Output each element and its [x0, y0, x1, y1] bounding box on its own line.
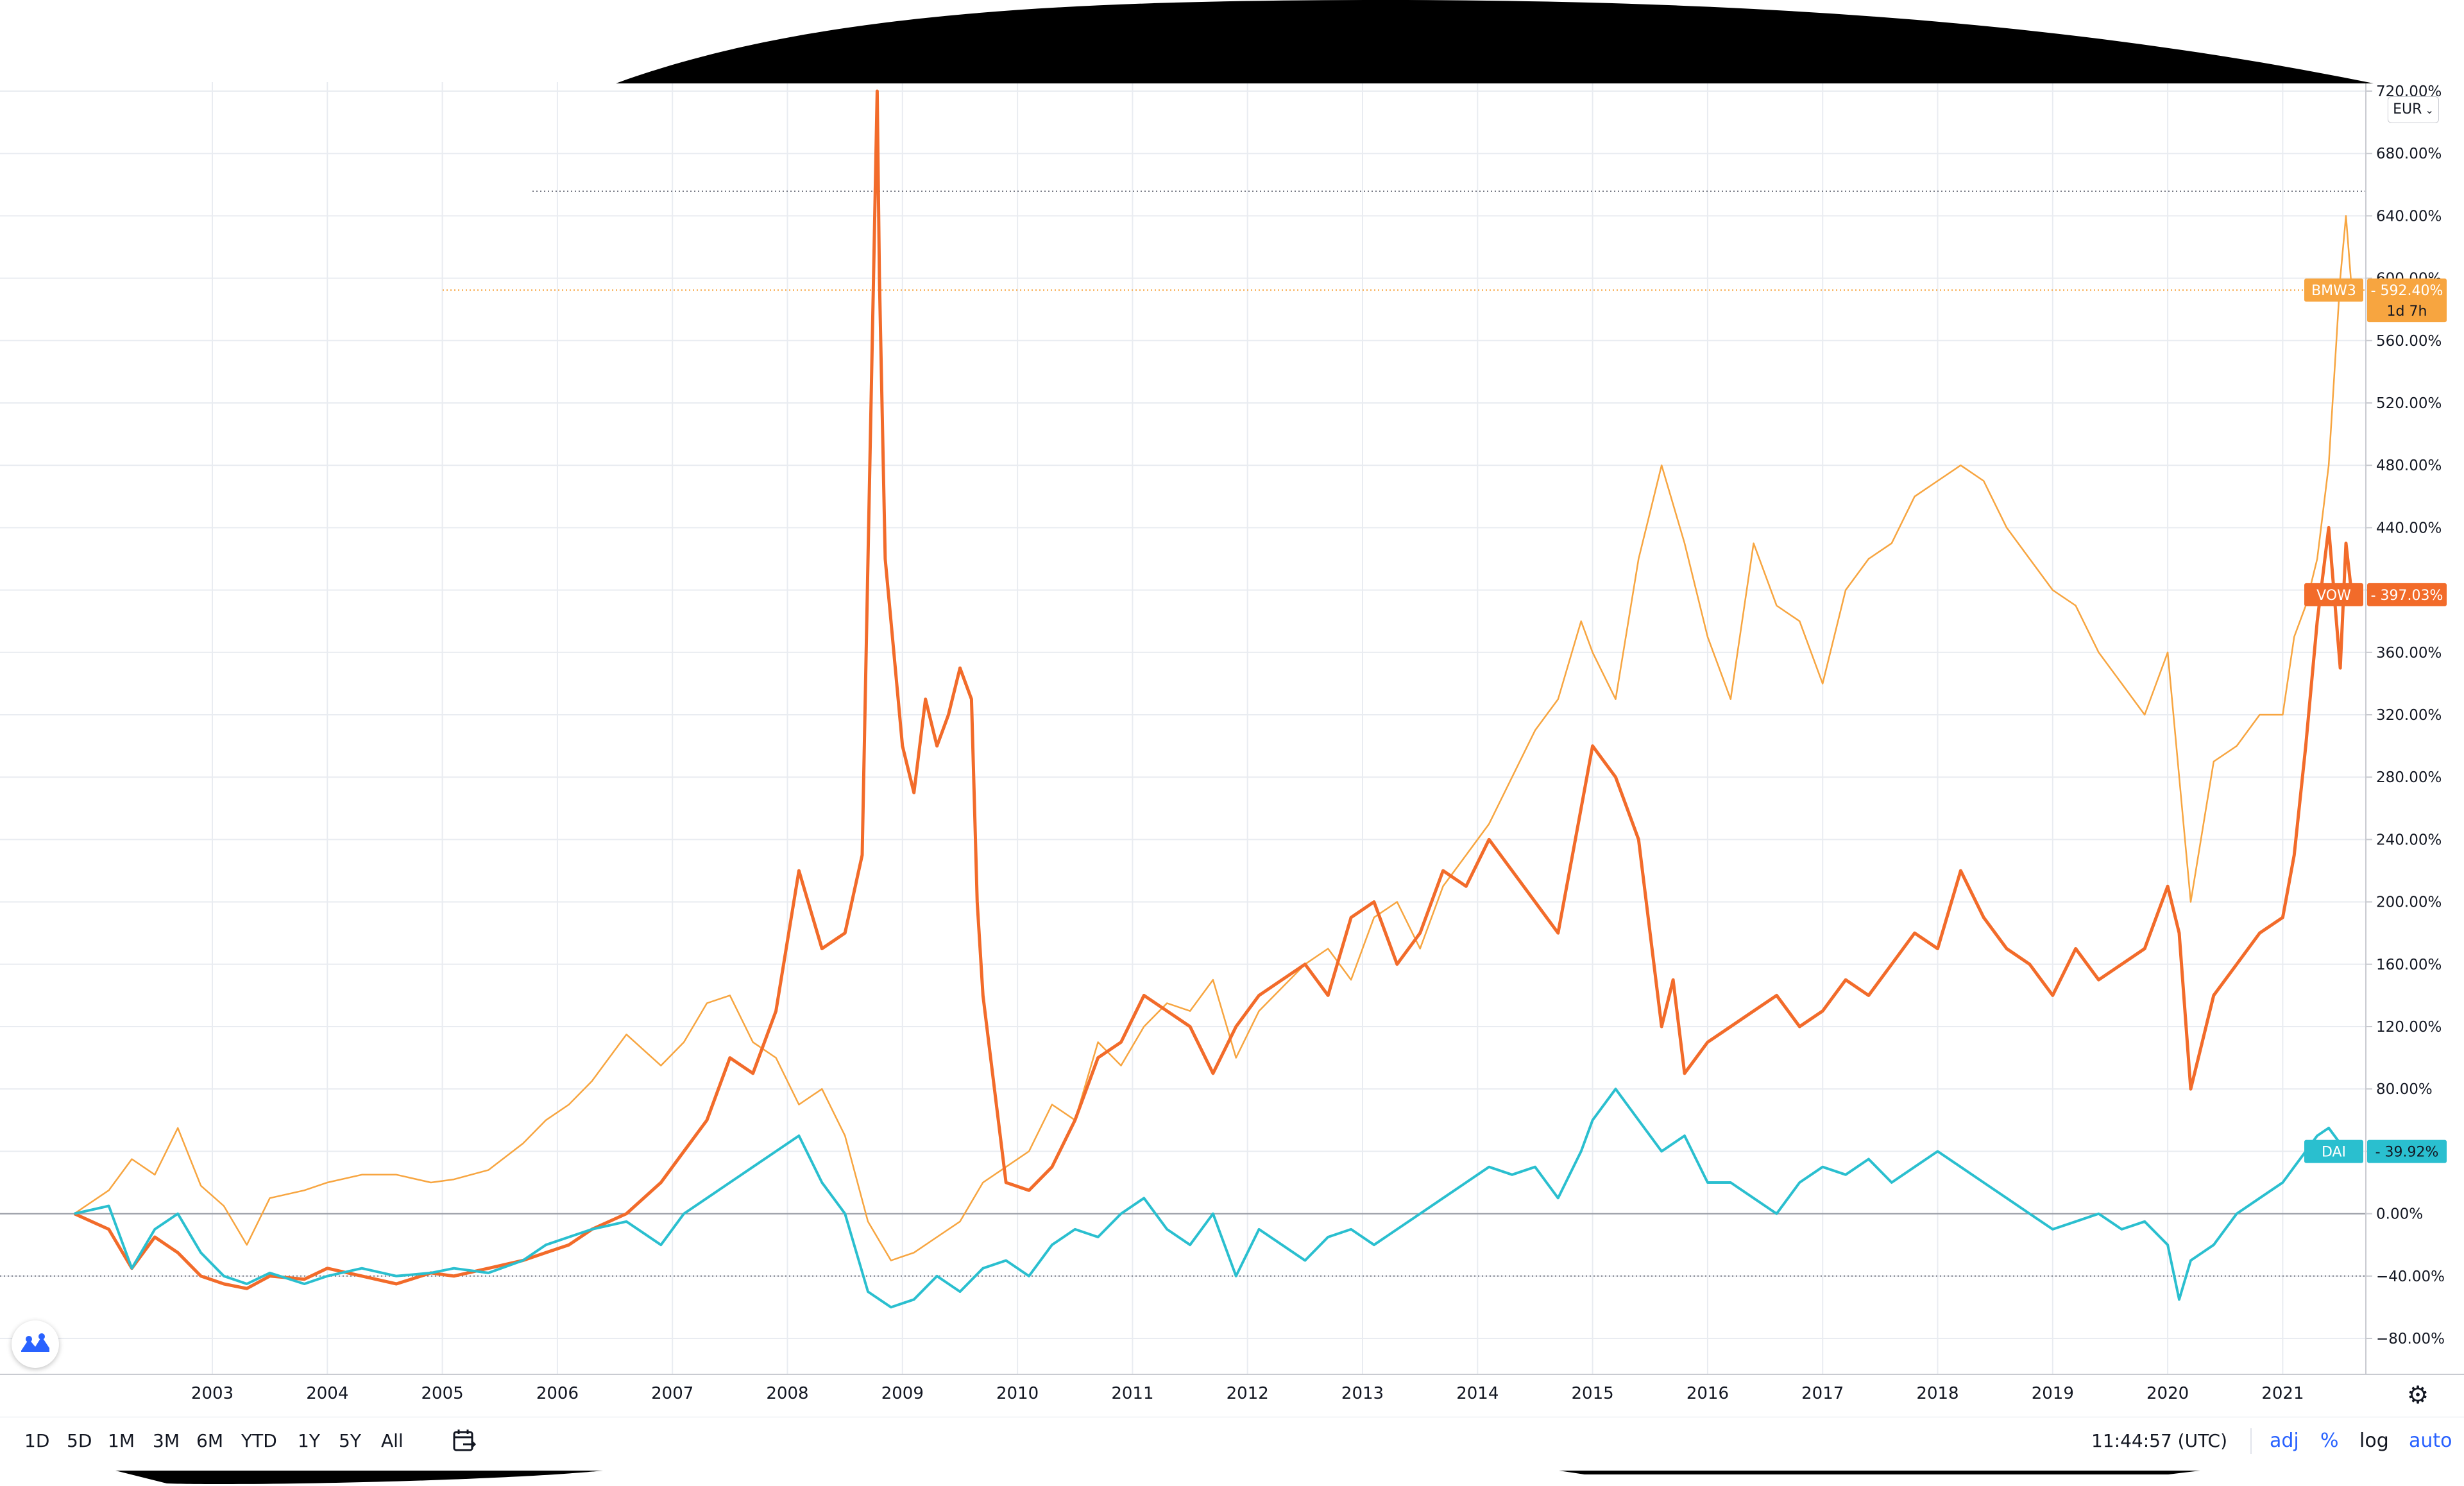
- last-value-tags: BMW3 - 592.40% 1d 7h VOW - 397.03% DAI - 39.92…: [2304, 278, 2447, 1163]
- gear-icon: ⚙: [2406, 1381, 2429, 1409]
- bottom-toolbar: [0, 1417, 2464, 1469]
- range-button-5y[interactable]: 5Y: [339, 1430, 361, 1451]
- x-tick-label: 2004: [306, 1384, 348, 1403]
- bmw-symbol-box: [2304, 278, 2363, 302]
- y-tick-label: 520.00%: [2376, 395, 2442, 412]
- tradingview-logo[interactable]: [12, 1320, 59, 1368]
- bmw-symbol-label: BMW3: [2311, 283, 2356, 299]
- dai-series-line: [74, 1088, 2352, 1309]
- x-tick-label: 2009: [881, 1384, 924, 1403]
- y-tick-label: 240.00%: [2376, 832, 2442, 848]
- reference-lines: [0, 191, 2366, 1277]
- x-tick-label: 2005: [421, 1384, 464, 1403]
- currency-label: EUR: [2393, 101, 2422, 117]
- goto-date-button[interactable]: [450, 1427, 479, 1455]
- vow-value-label: - 397.03%: [2371, 588, 2443, 604]
- range-button-1d[interactable]: 1D: [24, 1430, 50, 1451]
- x-tick-label: 2014: [1456, 1384, 1499, 1403]
- dai-symbol-label: DAI: [2322, 1145, 2346, 1161]
- bmw-value-box: [2367, 278, 2447, 323]
- x-tick-label: 2007: [651, 1384, 693, 1403]
- y-tick-label: 80.00%: [2376, 1081, 2433, 1098]
- y-tick-label: 0.00%: [2376, 1206, 2423, 1223]
- tradingview-logo-icon: [21, 1333, 49, 1352]
- range-button-1y[interactable]: 1Y: [298, 1430, 320, 1451]
- y-tick-label: −40.00%: [2376, 1268, 2445, 1285]
- x-tick-label: 2011: [1111, 1384, 1153, 1403]
- x-tick-label: 2003: [191, 1384, 234, 1403]
- y-tick-label: 560.00%: [2376, 333, 2442, 350]
- x-tick-label: 2013: [1341, 1384, 1384, 1403]
- y-tick-label: 440.00%: [2376, 520, 2442, 536]
- vow-value-box: [2367, 583, 2447, 606]
- range-button-6m[interactable]: 6M: [196, 1430, 223, 1451]
- toolbar-divider: [2250, 1428, 2252, 1454]
- bmw-countdown-label: 1d 7h: [2387, 303, 2427, 320]
- calendar-arrow-icon: [453, 1430, 477, 1451]
- dai-symbol-box: [2304, 1140, 2363, 1163]
- range-button-ytd[interactable]: YTD: [241, 1430, 277, 1451]
- percent-scale-button[interactable]: %: [2320, 1430, 2339, 1452]
- y-tick-label: 640.00%: [2376, 208, 2442, 225]
- range-button-1m[interactable]: 1M: [108, 1430, 135, 1451]
- bmw-series-line: [74, 215, 2353, 1261]
- x-tick-label: 2021: [2261, 1384, 2304, 1403]
- y-tick-label: −80.00%: [2376, 1331, 2445, 1347]
- currency-selector-button[interactable]: EUR ⌄: [2388, 96, 2439, 123]
- vow-series-line: [73, 89, 2354, 1290]
- y-tick-label: 320.00%: [2376, 707, 2442, 724]
- y-tick-label: 680.00%: [2376, 146, 2442, 162]
- vow-last-value-tag: VOW - 397.03%: [2304, 583, 2447, 606]
- x-tick-label: 2010: [996, 1384, 1039, 1403]
- auto-scale-button[interactable]: auto: [2409, 1430, 2452, 1452]
- y-tick-label: 280.00%: [2376, 769, 2442, 786]
- range-button-5d[interactable]: 5D: [67, 1430, 92, 1451]
- range-button-3m[interactable]: 3M: [153, 1430, 180, 1451]
- utc-clock[interactable]: 11:44:57 (UTC): [2091, 1430, 2228, 1451]
- vow-symbol-box: [2304, 583, 2363, 606]
- bottom-left-occluder: [115, 1471, 603, 1485]
- chart-settings-button[interactable]: ⚙: [2402, 1379, 2433, 1410]
- x-tick-label: 2019: [2032, 1384, 2074, 1403]
- x-tick-label: 2015: [1572, 1384, 1614, 1403]
- y-tick-label: 120.00%: [2376, 1019, 2442, 1036]
- y-tick-label: 480.00%: [2376, 457, 2442, 474]
- y-tick-label: 200.00%: [2376, 894, 2442, 911]
- dai-last-value-tag: DAI - 39.92%: [2304, 1140, 2447, 1163]
- y-tick-label: 160.00%: [2376, 957, 2442, 973]
- x-tick-label: 2018: [1916, 1384, 1958, 1403]
- chevron-down-icon: ⌄: [2422, 104, 2434, 116]
- dai-value-box: [2367, 1140, 2447, 1163]
- bmw-last-value-tag: BMW3 - 592.40% 1d 7h: [2304, 278, 2447, 323]
- series-lines: [73, 89, 2354, 1309]
- top-occluder: [616, 0, 2374, 83]
- vow-symbol-label: VOW: [2316, 588, 2351, 604]
- y-tick-label: 360.00%: [2376, 645, 2442, 662]
- bmw-value-label: - 592.40%: [2371, 283, 2443, 299]
- x-tick-label: 2016: [1687, 1384, 1729, 1403]
- x-tick-label: 2008: [766, 1384, 808, 1403]
- log-scale-button[interactable]: log: [2359, 1430, 2389, 1452]
- dai-value-label: - 39.92%: [2375, 1145, 2439, 1161]
- x-tick-label: 2012: [1227, 1384, 1269, 1403]
- x-tick-label: 2020: [2146, 1384, 2189, 1403]
- x-tick-label: 2017: [1801, 1384, 1844, 1403]
- bottom-right-occluder: [1559, 1471, 2200, 1474]
- x-tick-label: 2006: [536, 1384, 579, 1403]
- range-button-all[interactable]: All: [381, 1430, 404, 1451]
- adjust-button[interactable]: adj: [2270, 1430, 2299, 1452]
- time-axis[interactable]: 2003 2004 2005 2006 2007 2008 2009 2010 2011 2012…: [191, 1384, 2304, 1403]
